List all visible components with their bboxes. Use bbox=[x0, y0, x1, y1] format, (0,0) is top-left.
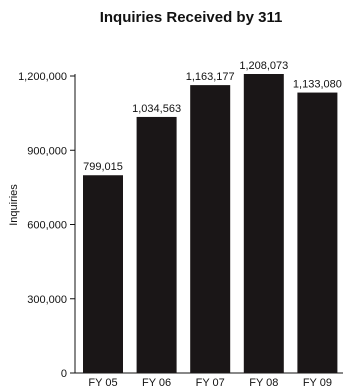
bar-fy-05 bbox=[83, 175, 123, 373]
y-tick-label: 900,000 bbox=[27, 145, 67, 157]
bar-fy-08 bbox=[243, 74, 284, 374]
y-tick-label: 0 bbox=[61, 368, 67, 380]
data-label: 1,163,177 bbox=[186, 71, 235, 83]
y-tick-label: 300,000 bbox=[27, 294, 67, 306]
bar-fy-07 bbox=[190, 85, 231, 373]
x-tick-label: FY 08 bbox=[249, 377, 278, 389]
y-axis-ticks: 0 300,000 600,000 900,000 1,200,000 bbox=[18, 71, 75, 380]
data-label: 1,208,073 bbox=[239, 60, 288, 72]
data-labels-group: 799,015 1,034,563 1,163,177 1,208,073 1,133,… bbox=[83, 60, 342, 173]
chart-title: Inquiries Received by 311 bbox=[100, 9, 283, 26]
y-tick-label: 600,000 bbox=[27, 220, 67, 232]
x-axis-ticks: FY 05 FY 06 FY 07 FY 08 FY 09 bbox=[88, 377, 332, 389]
bar-fy-09 bbox=[297, 92, 338, 374]
y-axis-label: Inquiries bbox=[8, 184, 20, 226]
data-label: 1,133,080 bbox=[293, 79, 342, 91]
bar-fy-06 bbox=[136, 116, 177, 374]
x-tick-label: FY 09 bbox=[303, 377, 332, 389]
x-tick-label: FY 06 bbox=[142, 377, 171, 389]
x-tick-label: FY 07 bbox=[196, 377, 225, 389]
x-tick-label: FY 05 bbox=[88, 377, 117, 389]
data-label: 1,034,563 bbox=[132, 103, 181, 115]
data-label: 799,015 bbox=[83, 161, 123, 173]
bars-group bbox=[83, 74, 338, 374]
y-tick-label: 1,200,000 bbox=[18, 71, 67, 83]
